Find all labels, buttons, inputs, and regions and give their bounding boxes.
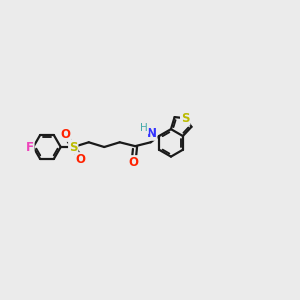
Text: N: N <box>147 127 157 140</box>
Text: O: O <box>61 128 71 141</box>
Text: S: S <box>181 112 190 125</box>
Text: H: H <box>140 123 148 133</box>
Text: O: O <box>76 153 86 166</box>
Text: F: F <box>26 140 34 154</box>
Text: S: S <box>69 140 77 154</box>
Text: O: O <box>129 156 139 169</box>
